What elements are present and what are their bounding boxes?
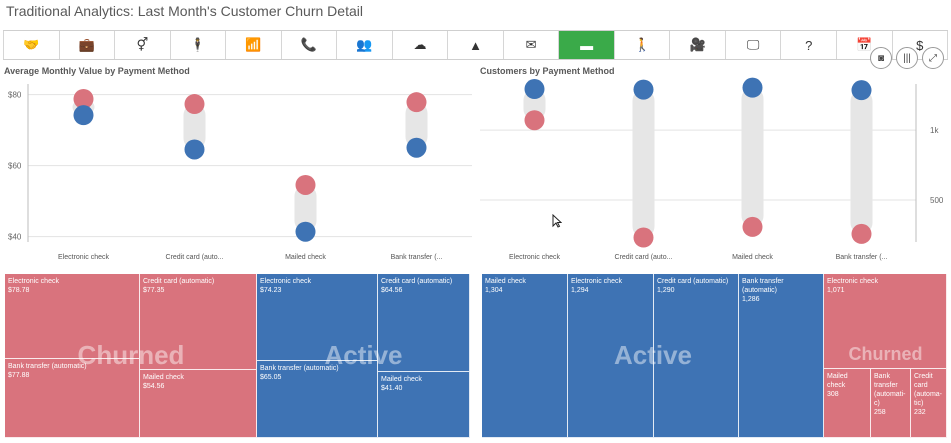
treemap-cell[interactable]: Credit card (automatic) $64.56: [378, 274, 470, 372]
question-icon[interactable]: ?: [780, 31, 836, 59]
treemap-cell[interactable]: Bank transfer (automatic) $77.88: [5, 359, 140, 438]
treemap-monthly-value: Electronic check $78.78 Credit card (auto…: [5, 274, 470, 438]
x-tick-label: Electronic check: [509, 254, 560, 261]
treemap-cell[interactable]: Credit card (automa- tic) 232: [911, 369, 947, 438]
person-icon[interactable]: 🕴: [169, 31, 226, 59]
range-bar: [632, 89, 655, 238]
treemap-cell[interactable]: Electronic check $78.78: [5, 274, 140, 359]
data-point[interactable]: [184, 94, 205, 115]
cloud-upload-icon[interactable]: ☁: [391, 31, 448, 59]
data-point[interactable]: [742, 77, 763, 98]
range-bar: [405, 102, 428, 148]
x-tick-label: Mailed check: [732, 254, 773, 261]
y-tick-label: $40: [8, 233, 22, 242]
camera-icon[interactable]: ◙: [870, 47, 892, 69]
treemap-cell[interactable]: Electronic check 1,294: [568, 274, 654, 438]
x-tick-label: Bank transfer (...: [391, 254, 443, 261]
data-point[interactable]: [851, 80, 872, 101]
gender-icon[interactable]: ⚥: [114, 31, 170, 59]
data-point[interactable]: [406, 92, 427, 113]
mouse-cursor-icon: [552, 214, 562, 228]
x-tick-label: Bank transfer (...: [836, 254, 888, 261]
data-point[interactable]: [295, 221, 316, 242]
group-label-active: Active: [613, 340, 693, 370]
range-bar: [294, 184, 317, 232]
treemap-cell[interactable]: Credit card (automatic) $77.35: [140, 274, 257, 370]
treemap-customers: Mailed check 1,304 Electronic check 1,294 …: [482, 274, 947, 438]
x-tick-label: Mailed check: [285, 254, 326, 261]
treemap-cell[interactable]: Electronic check $74.23: [257, 274, 378, 361]
columns-icon[interactable]: |||: [896, 47, 918, 69]
expand-icon[interactable]: ⤢: [922, 47, 944, 69]
y-tick-label: $80: [8, 91, 22, 100]
y-tick-label: 500: [930, 196, 944, 205]
warning-icon[interactable]: ▲: [447, 31, 503, 59]
walking-icon[interactable]: 🚶: [613, 31, 670, 59]
group-icon[interactable]: 👥: [336, 31, 392, 59]
video-icon[interactable]: 🎥: [669, 31, 725, 59]
mail-icon[interactable]: ✉: [502, 31, 559, 59]
page-title: Traditional Analytics: Last Month's Cust…: [6, 3, 363, 19]
data-point[interactable]: [73, 105, 94, 126]
data-point[interactable]: [851, 223, 872, 244]
credit-card-icon[interactable]: ▬: [558, 31, 614, 59]
range-bar: [183, 104, 206, 150]
treemap-cell[interactable]: Mailed check $54.56: [140, 370, 257, 438]
customers-by-payment-chart: 1k 500 Electronic check Credit card (auto..…: [480, 77, 944, 261]
data-point[interactable]: [524, 79, 545, 100]
range-bar: [850, 90, 873, 234]
monitor-icon[interactable]: 🖵: [724, 31, 781, 59]
data-point[interactable]: [295, 174, 316, 195]
data-point[interactable]: [742, 216, 763, 237]
filter-toolbar: 🤝 💼 ⚥ 🕴 📶 📞 👥 ☁ ▲ ✉ ▬ 🚶 🎥 🖵? 📅 $: [3, 30, 949, 60]
y-tick-label: $60: [8, 162, 22, 171]
data-point[interactable]: [184, 139, 205, 160]
data-point[interactable]: [633, 227, 654, 248]
chart-title-customers: Customers by Payment Method: [480, 66, 615, 76]
data-point[interactable]: [633, 79, 654, 100]
treemap-cell[interactable]: Electronic check 1,071: [824, 274, 947, 369]
treemap-cell[interactable]: Bank transfer (automatic) 1,286: [739, 274, 824, 438]
treemap-cell[interactable]: Bank transfer (automati- c) 258: [871, 369, 911, 438]
chart-title-avg-monthly: Average Monthly Value by Payment Method: [4, 66, 190, 76]
treemap-cell[interactable]: Credit card (automatic) 1,290: [654, 274, 739, 438]
treemap-cell[interactable]: Mailed check 308: [824, 369, 871, 438]
group-label-churned: Churned: [77, 340, 185, 370]
briefcase-icon[interactable]: 💼: [58, 31, 115, 59]
range-bar: [741, 87, 764, 227]
calendar-icon[interactable]: 📅: [835, 31, 892, 59]
x-tick-label: Electronic check: [58, 254, 109, 261]
group-label-active: Active: [324, 340, 403, 370]
treemap-cell[interactable]: Bank transfer (automatic) $65.05: [257, 361, 378, 438]
treemap-cell[interactable]: Mailed check $41.40: [378, 372, 470, 438]
x-tick-label: Credit card (auto...: [615, 254, 673, 261]
treemap-cell[interactable]: Mailed check 1,304: [482, 274, 568, 438]
handshake-icon[interactable]: 🤝: [3, 31, 59, 59]
wifi-icon[interactable]: 📶: [225, 31, 281, 59]
data-point[interactable]: [524, 110, 545, 131]
data-point[interactable]: [406, 137, 427, 158]
group-label-churned: Churned: [848, 344, 923, 364]
phone-icon[interactable]: 📞: [280, 31, 337, 59]
avg-monthly-value-chart: $80 $60 $40 Electronic check Credit card (au…: [8, 84, 472, 261]
data-point[interactable]: [73, 88, 94, 109]
y-tick-label: 1k: [930, 126, 939, 135]
x-tick-label: Credit card (auto...: [166, 254, 224, 261]
